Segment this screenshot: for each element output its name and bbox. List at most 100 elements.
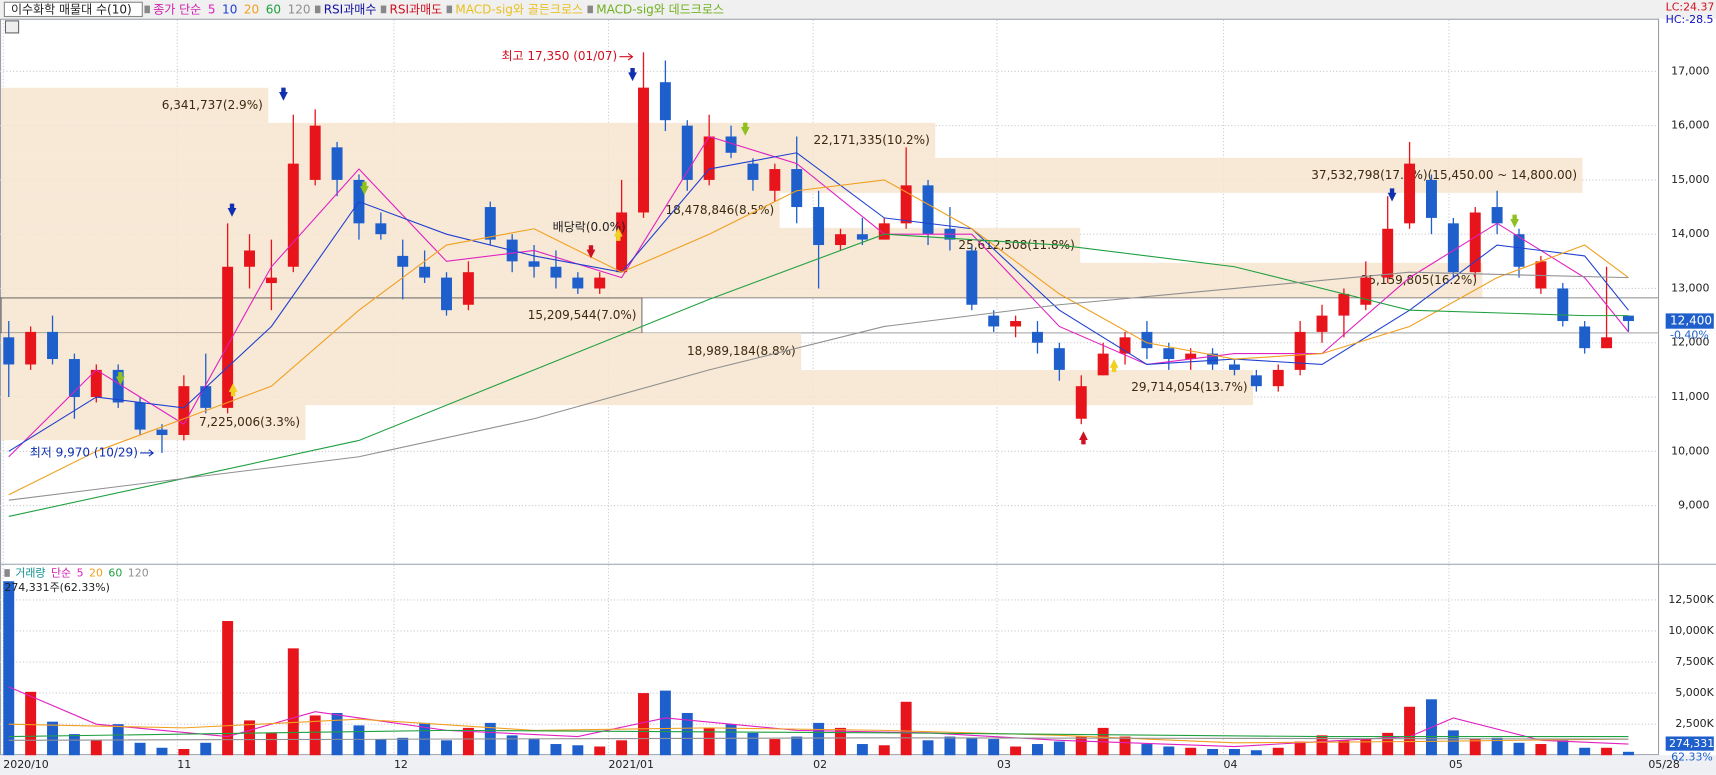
header-bar	[0, 0, 1716, 19]
dividend-note: 배당락(0.0%)	[553, 220, 626, 234]
profile-label: 7,225,006(3.3%)	[199, 415, 300, 429]
volume-bar	[747, 732, 759, 756]
y-tick-label: 5,000K	[1675, 686, 1714, 699]
candle-body	[725, 136, 737, 153]
candle-body	[835, 234, 846, 246]
volume-bar	[1185, 747, 1197, 756]
ma-line	[8, 271, 1629, 501]
legend-entry: MACD-sig와 데드크로스	[596, 2, 724, 16]
legend-swatch	[587, 5, 593, 14]
signal-arrow	[1387, 188, 1397, 202]
volume-bar	[309, 715, 321, 756]
candle-body	[1207, 353, 1219, 365]
volume-bar	[1141, 744, 1153, 756]
volume-bar	[616, 740, 628, 756]
last-price-label: 12,400	[1670, 314, 1712, 328]
signal-arrows	[116, 67, 1520, 445]
y-tick-label: 12,000	[1671, 336, 1709, 349]
candle-body	[878, 223, 890, 240]
profile-label: 18,989,184(8.8%)	[687, 344, 796, 358]
candle-body	[25, 331, 37, 365]
volume-bar	[638, 693, 649, 756]
candle-body	[1601, 337, 1613, 349]
volume-bar	[703, 727, 715, 756]
volume-bar	[1053, 741, 1065, 756]
volume-bar	[922, 740, 934, 756]
volume-bar	[1250, 750, 1262, 756]
profile-label: 18,478,846(8.5%)	[666, 203, 775, 217]
candle-body	[703, 136, 715, 180]
volume-bar	[1338, 740, 1350, 756]
candle-body	[1163, 348, 1175, 360]
volume-bar	[791, 736, 803, 756]
x-tick-label: 11	[177, 758, 191, 771]
legend-entry: 5	[77, 567, 84, 580]
signal-arrow	[1079, 431, 1088, 445]
candle-body	[1272, 369, 1284, 387]
signal-arrow	[228, 383, 238, 397]
candle-body	[659, 82, 671, 121]
candle-body	[922, 185, 934, 235]
volume-bar	[725, 724, 737, 756]
volume-bar	[1469, 739, 1481, 756]
volume-bar	[1535, 744, 1547, 756]
candle-body	[90, 369, 102, 398]
volume-bar	[1491, 737, 1503, 756]
candle-body	[1338, 293, 1350, 316]
volume-bar	[659, 690, 671, 756]
legend-entry: 60	[266, 2, 281, 16]
volume-bar	[944, 736, 956, 756]
candle-body	[638, 87, 649, 213]
volume-ma-line	[8, 737, 1629, 741]
candle-body	[134, 402, 146, 430]
y-tick-label: 14,000	[1671, 227, 1709, 240]
candle-body	[1185, 353, 1197, 360]
volume-bar	[550, 744, 562, 756]
candle-body	[1097, 353, 1109, 376]
profile-label: 25,612,508(11.8%)	[958, 238, 1074, 252]
candle-body	[1513, 234, 1525, 267]
volume-bar	[1207, 749, 1219, 756]
legend-swatch	[380, 5, 387, 14]
profile-band	[1, 262, 1483, 298]
legend-swatch	[314, 5, 321, 14]
x-tick-label: 04	[1224, 758, 1238, 771]
volume-bar	[331, 712, 343, 756]
candle-body	[441, 277, 452, 311]
volume-ma-line	[8, 718, 1629, 744]
candle-body	[331, 147, 343, 180]
candle-body	[375, 223, 387, 235]
candle-body	[1447, 223, 1459, 273]
volume-bar	[1622, 751, 1634, 756]
candle-body	[1579, 326, 1591, 349]
volume-bar	[222, 621, 234, 756]
candle-body	[462, 272, 474, 305]
volume-bar	[375, 739, 387, 756]
legend-entry: 120	[128, 567, 149, 580]
signal-arrow	[740, 122, 750, 136]
legend-entry: 5	[208, 2, 216, 16]
candle-body	[68, 359, 80, 398]
candle-body	[594, 277, 606, 289]
candle-body	[1010, 321, 1022, 327]
y-tick-label: 12,500K	[1668, 593, 1714, 606]
candle-body	[616, 212, 628, 273]
volume-bar	[1032, 744, 1043, 756]
x-axis-bar	[0, 755, 1716, 775]
candle-body	[1032, 331, 1043, 343]
x-tick-label: 2020/10	[3, 758, 48, 771]
signal-arrow	[1109, 359, 1119, 373]
volume-ma-line	[8, 686, 1629, 748]
candle-body	[47, 331, 59, 360]
volume-bar	[856, 744, 868, 756]
signal-arrow	[586, 245, 596, 259]
legend-swatch	[446, 5, 453, 14]
y-tick-label: 15,000	[1671, 173, 1709, 186]
candle-body	[419, 266, 431, 278]
high-note: 최고 17,350 (01/07)	[501, 49, 617, 63]
candle-body	[1119, 337, 1131, 354]
candle-body	[1294, 331, 1306, 370]
last-volume-ratio: 62.33%	[1671, 750, 1713, 763]
candle-body	[966, 250, 978, 305]
x-tick-label: 05/28	[1648, 758, 1680, 771]
